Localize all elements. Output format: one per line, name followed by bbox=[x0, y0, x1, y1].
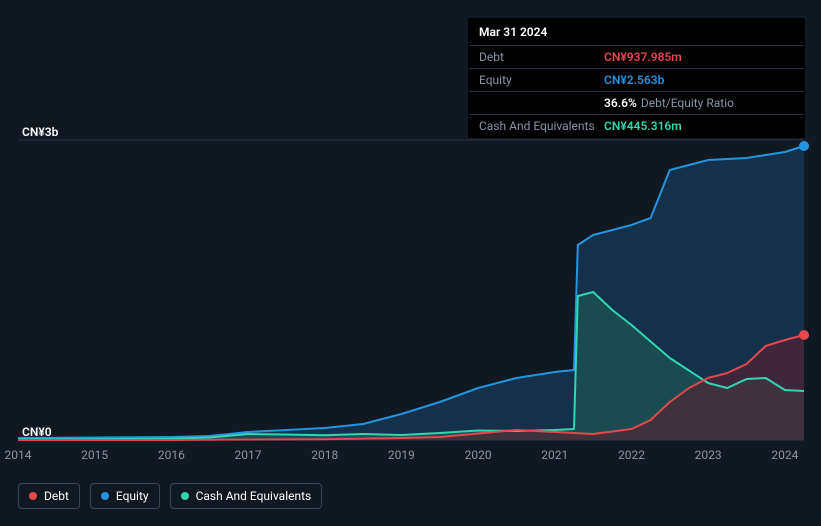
x-axis-label: 2016 bbox=[158, 448, 185, 462]
info-row: Cash And EquivalentsCN¥445.316m bbox=[469, 115, 804, 137]
financial-chart-panel: Mar 31 2024 DebtCN¥937.985mEquityCN¥2.56… bbox=[0, 0, 821, 526]
legend: Debt Equity Cash And Equivalents bbox=[18, 483, 322, 509]
legend-label: Cash And Equivalents bbox=[196, 489, 312, 503]
x-axis-label: 2021 bbox=[541, 448, 568, 462]
x-axis-label: 2024 bbox=[771, 448, 798, 462]
info-row: DebtCN¥937.985m bbox=[469, 46, 804, 69]
info-row: 36.6% Debt/Equity Ratio bbox=[469, 92, 804, 115]
debt-end-marker bbox=[799, 330, 809, 340]
x-axis-label: 2019 bbox=[388, 448, 415, 462]
ratio-value: 36.6% bbox=[604, 96, 637, 110]
info-row-label bbox=[479, 96, 604, 110]
legend-dot bbox=[181, 492, 189, 500]
legend-item-equity[interactable]: Equity bbox=[90, 483, 160, 509]
info-row-value: 36.6% Debt/Equity Ratio bbox=[604, 96, 734, 110]
info-row-value: CN¥2.563b bbox=[604, 73, 664, 87]
info-row-label: Equity bbox=[479, 73, 604, 87]
info-tooltip: Mar 31 2024 DebtCN¥937.985mEquityCN¥2.56… bbox=[468, 18, 805, 138]
x-axis-label: 2018 bbox=[311, 448, 338, 462]
info-date: Mar 31 2024 bbox=[469, 19, 804, 46]
x-axis: 2014 2015 2016 2017 2018 2019 2020 2021 2022 2023… bbox=[0, 448, 821, 468]
x-axis-label: 2017 bbox=[235, 448, 262, 462]
legend-label: Equity bbox=[116, 489, 149, 503]
info-row-value: CN¥937.985m bbox=[604, 50, 682, 64]
x-axis-label: 2015 bbox=[81, 448, 108, 462]
info-row-label: Debt bbox=[479, 50, 604, 64]
x-axis-label: 2014 bbox=[5, 448, 32, 462]
ratio-label: Debt/Equity Ratio bbox=[641, 96, 734, 110]
info-row-label: Cash And Equivalents bbox=[479, 119, 604, 133]
x-axis-label: 2022 bbox=[618, 448, 645, 462]
x-axis-label: 2023 bbox=[695, 448, 722, 462]
legend-item-cash-and-equivalents[interactable]: Cash And Equivalents bbox=[170, 483, 323, 509]
legend-label: Debt bbox=[44, 489, 69, 503]
info-row-value: CN¥445.316m bbox=[604, 119, 682, 133]
x-axis-label: 2020 bbox=[465, 448, 492, 462]
info-row: EquityCN¥2.563b bbox=[469, 69, 804, 92]
legend-item-debt[interactable]: Debt bbox=[18, 483, 80, 509]
legend-dot bbox=[29, 492, 37, 500]
equity-end-marker bbox=[799, 141, 809, 151]
legend-dot bbox=[101, 492, 109, 500]
